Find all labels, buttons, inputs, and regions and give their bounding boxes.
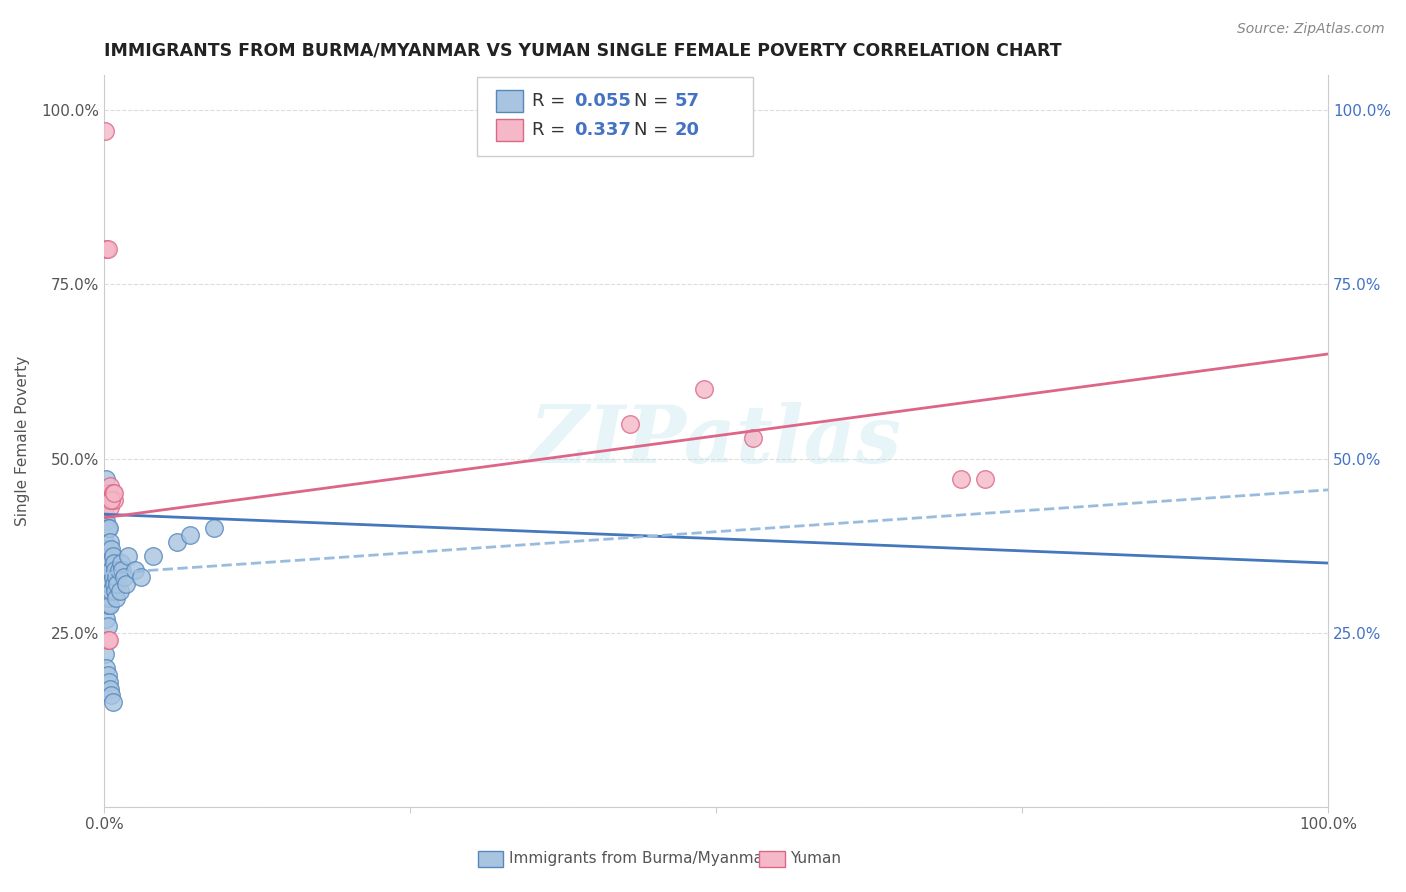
Point — [112, 570, 135, 584]
Point — [101, 695, 124, 709]
Point — [98, 556, 121, 570]
Point — [96, 472, 118, 486]
Text: 57: 57 — [675, 92, 699, 110]
Text: Source: ZipAtlas.com: Source: ZipAtlas.com — [1237, 22, 1385, 37]
Point — [96, 591, 118, 605]
Point — [96, 542, 118, 557]
Point — [94, 647, 117, 661]
Point — [741, 431, 763, 445]
Point — [97, 674, 120, 689]
Point — [100, 689, 122, 703]
Point — [104, 563, 127, 577]
Point — [142, 549, 165, 563]
Point — [97, 549, 120, 563]
Point — [107, 577, 129, 591]
Point — [107, 563, 129, 577]
Point — [105, 570, 128, 584]
Point — [97, 493, 120, 508]
Bar — [496, 120, 523, 141]
Text: IMMIGRANTS FROM BURMA/MYANMAR VS YUMAN SINGLE FEMALE POVERTY CORRELATION CHART: IMMIGRANTS FROM BURMA/MYANMAR VS YUMAN S… — [104, 42, 1062, 60]
Point — [96, 570, 118, 584]
Point — [179, 528, 201, 542]
Point — [104, 583, 127, 598]
Point — [97, 632, 120, 647]
Point — [98, 500, 121, 515]
Text: R =: R = — [533, 121, 571, 139]
Text: 20: 20 — [675, 121, 699, 139]
Point — [97, 591, 120, 605]
Point — [124, 563, 146, 577]
Point — [97, 493, 120, 508]
Point — [97, 667, 120, 681]
Point — [100, 493, 122, 508]
Point — [94, 508, 117, 522]
Point — [103, 577, 125, 591]
Point — [96, 660, 118, 674]
Point — [96, 243, 118, 257]
Point — [100, 493, 122, 508]
Point — [96, 612, 118, 626]
Point — [110, 556, 132, 570]
Point — [103, 556, 125, 570]
Point — [97, 632, 120, 647]
Point — [97, 521, 120, 535]
Point — [97, 549, 120, 563]
Text: R =: R = — [533, 92, 571, 110]
Point — [100, 542, 122, 557]
Point — [974, 472, 997, 486]
Point — [108, 583, 131, 598]
Point — [97, 486, 120, 500]
Point — [94, 549, 117, 563]
Point — [97, 570, 120, 584]
Point — [94, 535, 117, 549]
Point — [94, 124, 117, 138]
Point — [166, 535, 188, 549]
Point — [103, 486, 125, 500]
Point — [693, 382, 716, 396]
Point — [202, 521, 225, 535]
Point — [115, 577, 138, 591]
Text: N =: N = — [634, 121, 673, 139]
Point — [97, 598, 120, 612]
Point — [97, 619, 120, 633]
Point — [98, 535, 121, 549]
Point — [619, 417, 641, 431]
Point — [117, 549, 139, 563]
Text: N =: N = — [634, 92, 673, 110]
Point — [98, 598, 121, 612]
Point — [100, 563, 122, 577]
Text: Yuman: Yuman — [790, 852, 841, 866]
Point — [96, 493, 118, 508]
Point — [98, 479, 121, 493]
Point — [101, 549, 124, 563]
Point — [129, 570, 152, 584]
Bar — [496, 90, 523, 112]
Point — [97, 486, 120, 500]
Point — [101, 486, 124, 500]
Point — [96, 514, 118, 528]
Point — [97, 521, 120, 535]
Point — [100, 583, 122, 598]
Y-axis label: Single Female Poverty: Single Female Poverty — [15, 356, 30, 526]
Text: Immigrants from Burma/Myanmar: Immigrants from Burma/Myanmar — [509, 852, 769, 866]
Point — [111, 563, 134, 577]
Point — [98, 681, 121, 696]
Point — [949, 472, 972, 486]
Text: 0.055: 0.055 — [574, 92, 631, 110]
Point — [94, 591, 117, 605]
Text: 0.337: 0.337 — [574, 121, 631, 139]
Point — [98, 577, 121, 591]
FancyBboxPatch shape — [478, 77, 752, 156]
Point — [105, 591, 128, 605]
Text: ZIPatlas: ZIPatlas — [530, 402, 903, 480]
Point — [97, 570, 120, 584]
Point — [97, 243, 120, 257]
Point — [103, 493, 125, 508]
Point — [101, 570, 124, 584]
